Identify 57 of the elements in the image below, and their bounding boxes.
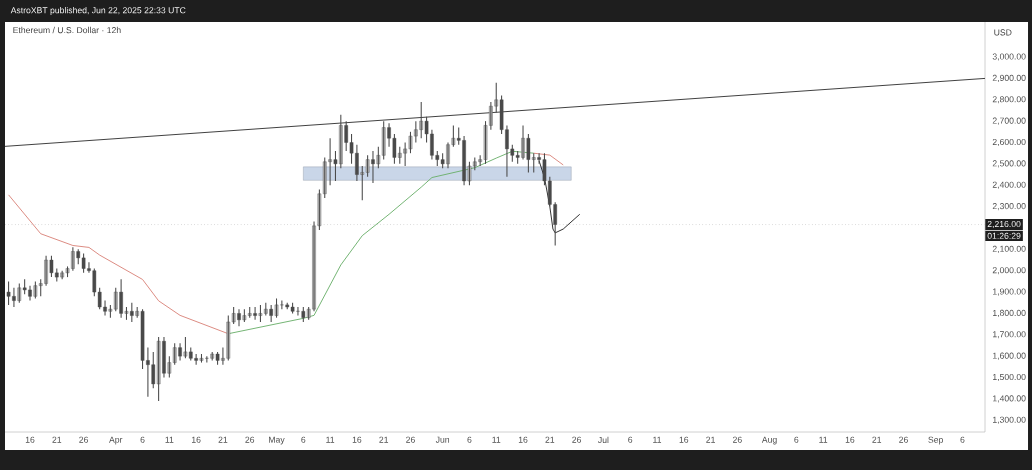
x-tick-label: 11 — [653, 436, 662, 443]
x-tick-label: 11 — [326, 436, 335, 443]
x-tick-label: 6 — [140, 436, 145, 443]
x-tick-label: 26 — [406, 436, 415, 443]
x-tick-label: 26 — [733, 436, 742, 443]
x-tick-label: 16 — [845, 436, 855, 443]
x-tick-label: 16 — [25, 436, 35, 443]
y-tick-label: 2,800.00 — [992, 96, 1026, 104]
x-tick-label: 21 — [52, 436, 62, 443]
x-tick-label: 11 — [165, 436, 174, 443]
x-tick-label: 6 — [628, 436, 633, 443]
x-tick-label: 16 — [192, 436, 201, 443]
x-tick-label: Jul — [598, 436, 609, 444]
x-tick-label: 6 — [960, 436, 965, 443]
x-tick-label: Aug — [761, 436, 777, 445]
ref-line-label: 2,216.00 — [987, 220, 1021, 229]
x-tick-label: 6 — [467, 436, 472, 443]
x-tick-label: 16 — [518, 436, 528, 443]
y-tick-label: 2,700.00 — [992, 117, 1026, 125]
x-tick-label: 21 — [872, 436, 882, 443]
y-tick-label: 1,900.00 — [993, 288, 1026, 296]
x-tick-label: 26 — [572, 436, 582, 443]
x-tick-label: 21 — [706, 436, 715, 443]
x-tick-label: 6 — [794, 436, 799, 443]
chart-title: Ethereum / U.S. Dollar · 12h — [13, 26, 121, 34]
y-tick-label: 2,300.00 — [992, 203, 1026, 211]
y-tick-label: 2,100.00 — [992, 245, 1026, 253]
y-tick-label: 2,600.00 — [992, 138, 1026, 147]
y-tick-label: 1,400.00 — [993, 395, 1026, 403]
y-tick-label: 1,800.00 — [993, 309, 1026, 317]
text: 01:26:29 — [987, 232, 1021, 239]
x-tick-label: 21 — [545, 436, 555, 443]
x-tick-label: 26 — [79, 436, 89, 443]
x-tick-label: 21 — [379, 436, 389, 443]
chart-subtitle: AstroXBT published, Jun 22, 2025 22:33 UTC — [10, 6, 186, 16]
y-tick-label: 1,300.00 — [993, 416, 1026, 424]
x-tick-label: Apr — [109, 436, 123, 445]
y-axis-title: USD — [994, 29, 1012, 36]
x-tick-label: Jun — [435, 436, 450, 443]
x-tick-label: 11 — [819, 436, 828, 443]
y-tick-label: 2,500.00 — [992, 160, 1026, 168]
y-tick-label: 2,400.00 — [992, 181, 1026, 189]
x-tick-label: Sep — [928, 436, 943, 445]
x-tick-label: 26 — [899, 436, 908, 443]
y-tick-label: 1,600.00 — [993, 352, 1026, 360]
y-tick-label: 1,500.00 — [993, 373, 1026, 382]
y-tick-label: 3,000.00 — [992, 53, 1026, 61]
x-tick-label: 11 — [492, 436, 501, 443]
x-tick-label: 16 — [352, 436, 362, 443]
x-tick-label: 6 — [301, 436, 306, 443]
x-tick-label: 21 — [218, 436, 228, 443]
x-tick-label: May — [269, 436, 285, 445]
x-tick-label: 26 — [245, 436, 255, 443]
x-tick-label: 16 — [679, 436, 689, 443]
y-tick-label: 2,000.00 — [992, 267, 1026, 275]
y-tick-label: 2,900.00 — [992, 74, 1026, 82]
y-tick-label: 1,700.00 — [993, 331, 1026, 339]
